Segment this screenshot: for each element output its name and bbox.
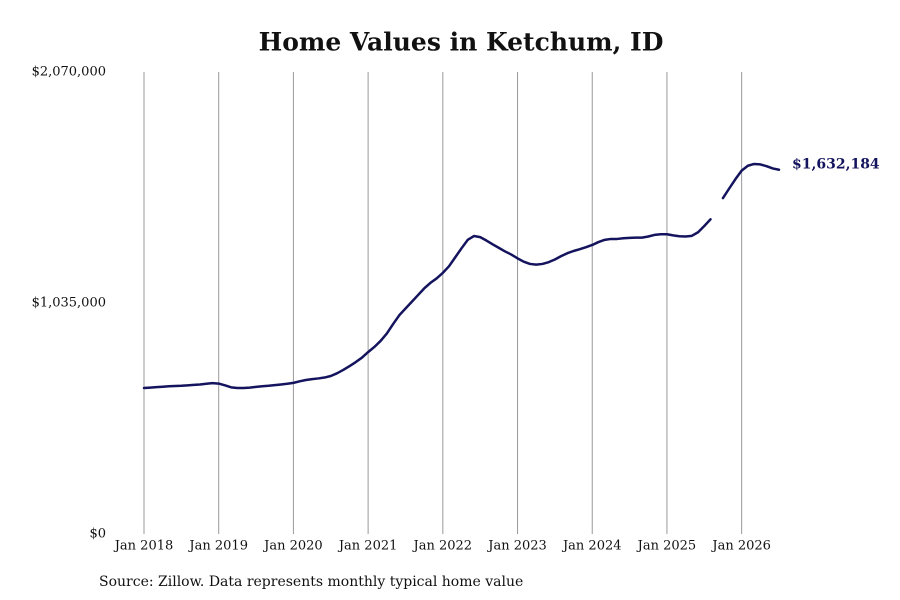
y-tick-label: $0 (89, 527, 106, 542)
x-tick-label: Jan 2024 (561, 539, 622, 554)
x-tick-label: Jan 2021 (337, 539, 398, 554)
x-tick-label: Jan 2020 (262, 539, 323, 554)
x-tick-label: Jan 2025 (636, 539, 697, 554)
x-tick-label: Jan 2018 (113, 539, 174, 554)
source-note: Source: Zillow. Data represents monthly … (99, 574, 523, 590)
x-tick-label: Jan 2019 (187, 539, 248, 554)
data-label: $1,632,184 (792, 157, 880, 173)
x-tick-label: Jan 2022 (412, 539, 473, 554)
line-series (142, 162, 781, 390)
x-tick-label: Jan 2026 (710, 539, 771, 554)
y-tick-label: $2,070,000 (32, 65, 106, 80)
x-tick-label: Jan 2023 (486, 539, 547, 554)
chart-title: Home Values in Ketchum, ID (259, 28, 664, 57)
y-tick-label: $1,035,000 (32, 296, 106, 311)
